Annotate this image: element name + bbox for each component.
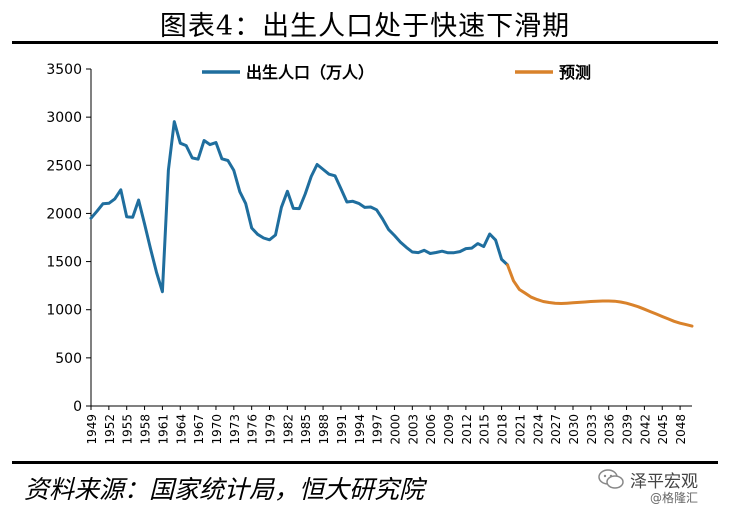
footer-divider (12, 461, 718, 464)
x-tick-label: 1958 (139, 414, 153, 445)
x-tick-label: 2009 (442, 414, 456, 445)
legend-label: 预测 (559, 63, 591, 82)
x-tick-label: 1964 (174, 414, 188, 445)
x-tick-label: 1979 (264, 414, 278, 445)
legend-label: 出生人口（万人） (246, 63, 374, 82)
legend: 出生人口（万人） 预测 (202, 63, 591, 82)
series-lines (89, 120, 694, 328)
x-tick-label: 2024 (531, 414, 545, 445)
x-tick-label: 1970 (210, 414, 224, 445)
x-tick-label: 2021 (513, 414, 527, 445)
x-tick-label: 1955 (121, 414, 135, 445)
y-tick-label: 2500 (46, 158, 82, 174)
watermark-user: @格隆汇 (650, 491, 699, 505)
x-tick-label: 2018 (496, 414, 510, 445)
x-tick-label: 2048 (674, 414, 688, 445)
series-line-forecast (506, 263, 694, 328)
x-tick-label: 1982 (281, 414, 295, 445)
title-divider (12, 41, 718, 44)
line-chart: 0 500 1000 1500 2000 2500 3000 3500 1949 1952 195… (46, 62, 694, 445)
x-tick-label: 1949 (85, 414, 99, 445)
y-tick-label: 0 (73, 399, 82, 415)
x-tick-label: 2030 (567, 414, 581, 445)
x-tick-label: 1952 (103, 414, 117, 445)
x-tick-label: 2006 (424, 414, 438, 445)
x-tick-label: 2045 (656, 414, 670, 445)
x-tick-label: 1961 (156, 414, 170, 445)
x-tick-label: 2033 (585, 414, 599, 445)
x-tick-label: 1991 (335, 414, 349, 445)
wechat-icon (598, 469, 624, 489)
y-tick-label: 2000 (46, 206, 82, 222)
y-tick-label: 3000 (46, 110, 82, 126)
y-tick-label: 1500 (46, 255, 82, 271)
y-tick-label: 500 (55, 351, 82, 367)
y-tick-label: 1000 (46, 303, 82, 319)
x-tick-label: 1988 (317, 414, 331, 445)
x-tick-label: 2000 (388, 414, 402, 445)
x-tick-label: 2012 (460, 414, 474, 445)
y-axis: 0 500 1000 1500 2000 2500 3000 3500 (46, 62, 92, 415)
x-axis: 1949 1952 1955 1958 1961 1964 1967 1970 1973 1976… (85, 405, 692, 445)
source-note: 资料来源：国家统计局，恒大研究院 (24, 475, 425, 504)
x-tick-label: 2015 (478, 414, 492, 445)
series-line-births (89, 120, 509, 294)
x-tick-label: 2042 (638, 414, 652, 445)
y-tick-label: 3500 (46, 62, 82, 78)
x-tick-label: 1967 (192, 414, 206, 445)
x-tick-label: 1997 (371, 414, 385, 445)
watermark-name: 泽平宏观 (630, 472, 698, 492)
page-title: 图表4：出生人口处于快速下滑期 (159, 11, 571, 42)
x-tick-label: 2036 (603, 414, 617, 445)
x-tick-label: 2003 (406, 414, 420, 445)
x-tick-label: 1994 (353, 414, 367, 445)
x-tick-label: 2039 (621, 414, 635, 445)
x-tick-label: 1985 (299, 414, 313, 445)
x-tick-label: 1976 (246, 414, 260, 445)
x-tick-label: 2027 (549, 414, 563, 445)
x-tick-label: 1973 (228, 414, 242, 445)
